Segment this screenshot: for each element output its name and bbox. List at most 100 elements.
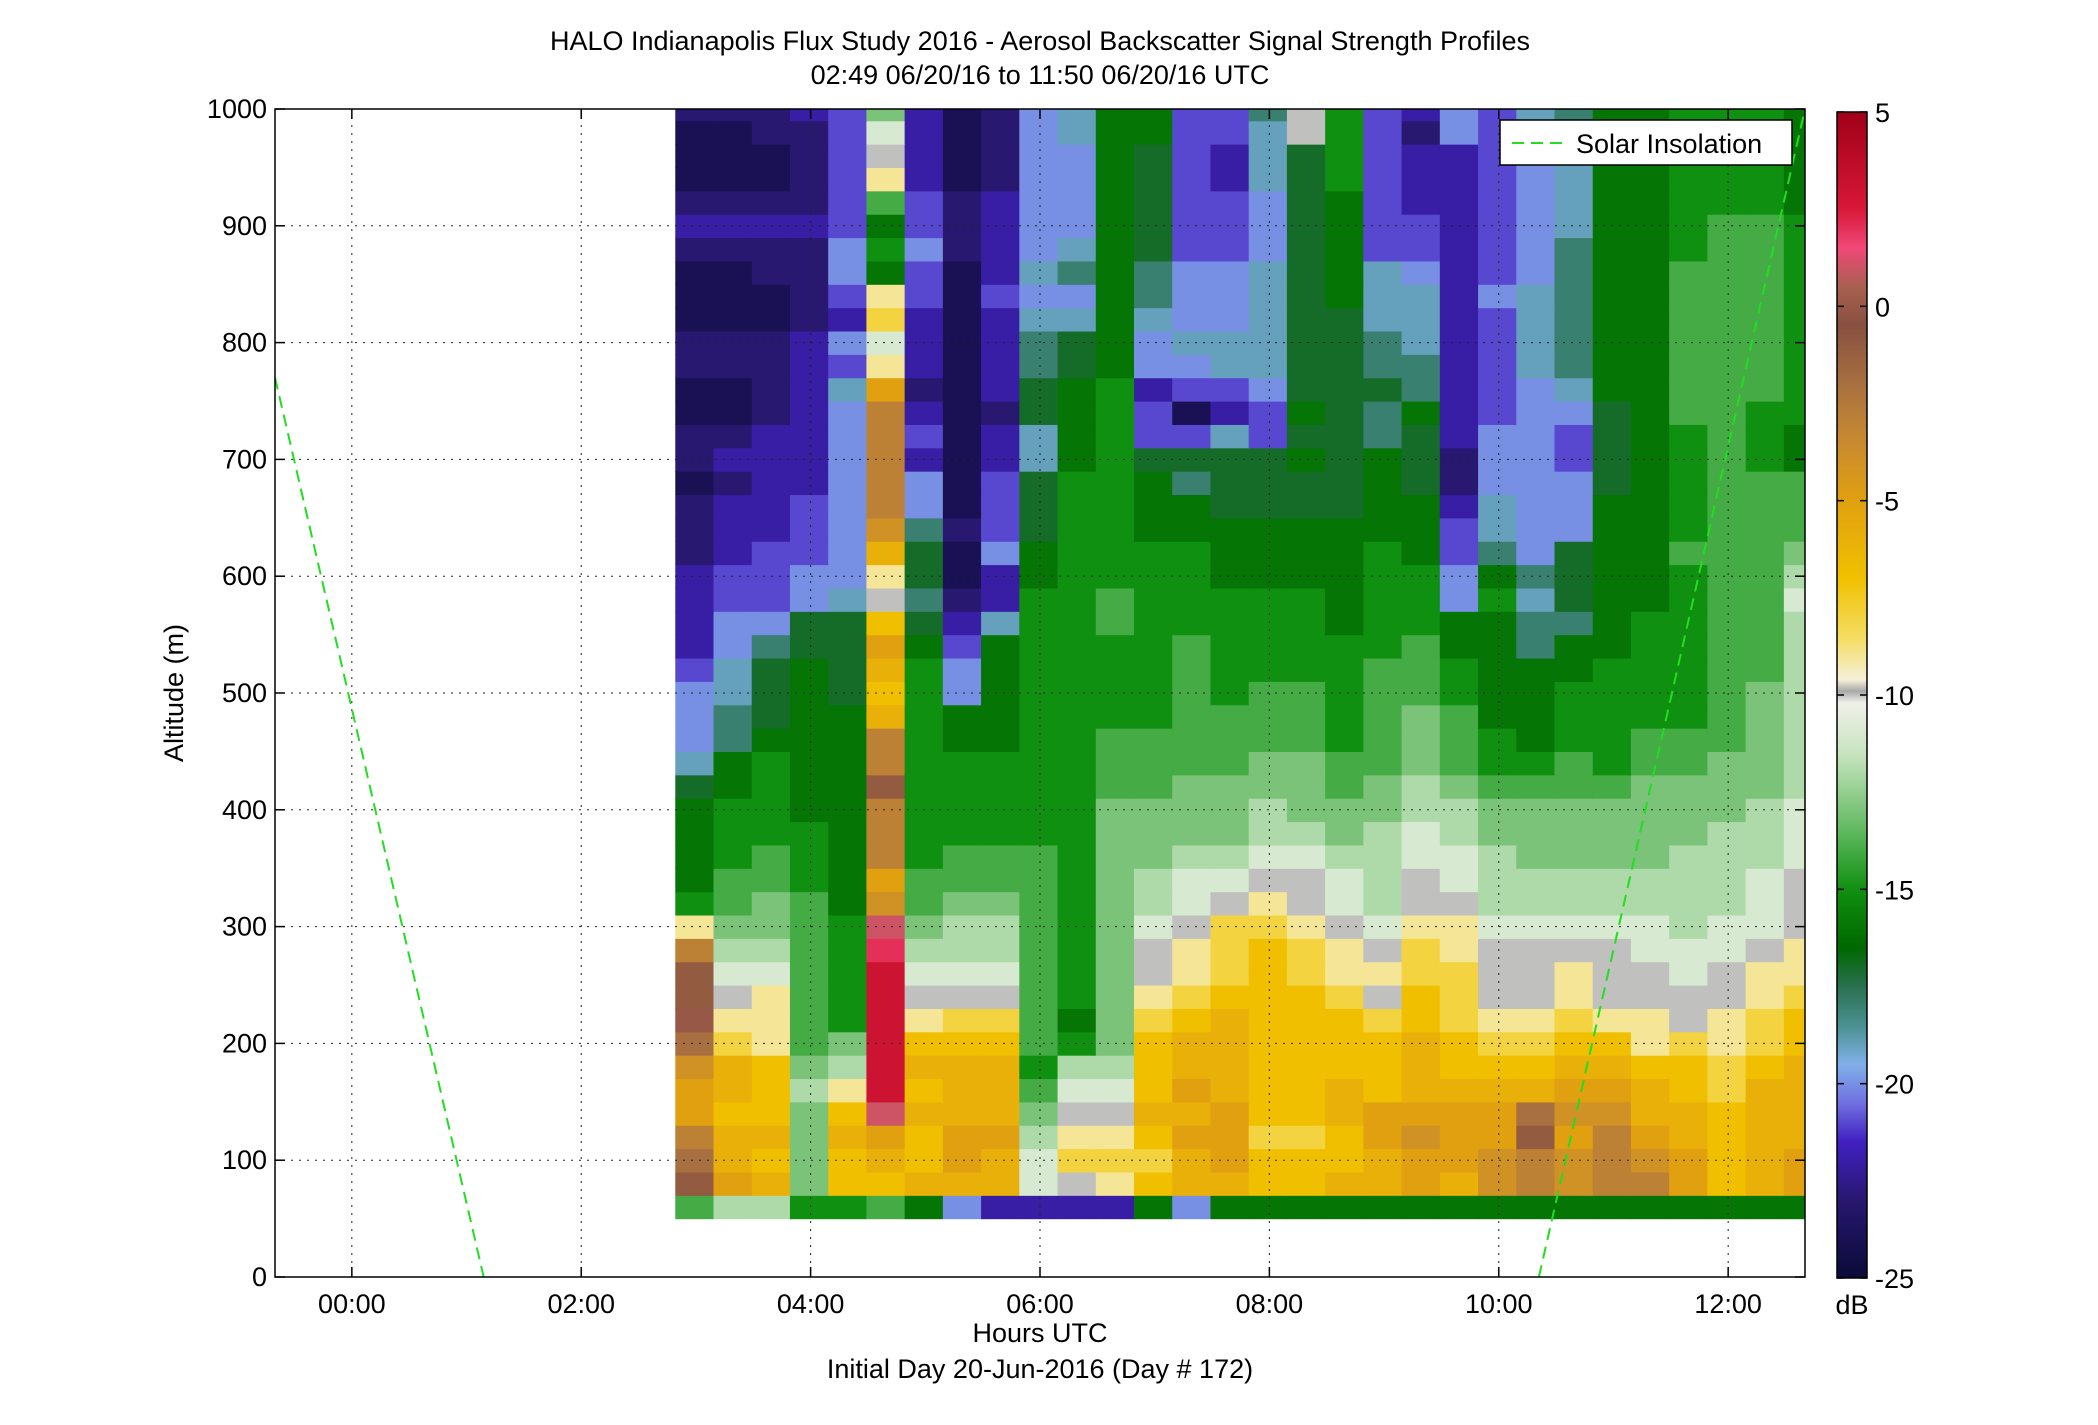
heatmap-cell [1630, 657, 1670, 682]
y-tick-label: 1000 [207, 94, 267, 124]
heatmap-cell [1095, 704, 1135, 729]
heatmap-cell [904, 494, 944, 519]
heatmap-cell [942, 891, 982, 916]
heatmap-cell [1707, 985, 1747, 1009]
heatmap-cell [1325, 985, 1364, 1009]
heatmap-cell [1095, 354, 1135, 379]
heatmap-cell [751, 541, 791, 566]
heatmap-cell [1286, 517, 1326, 542]
heatmap-cell [675, 120, 715, 145]
heatmap-cell [1554, 1078, 1594, 1103]
heatmap-cell [1783, 354, 1805, 379]
heatmap-cell [1783, 447, 1805, 472]
heatmap-cell [1592, 1171, 1632, 1196]
heatmap-cell [675, 1078, 715, 1103]
heatmap-cell [1363, 167, 1403, 192]
heatmap-cell [1210, 681, 1250, 706]
heatmap-cell [1783, 634, 1805, 659]
heatmap-cell [1019, 494, 1059, 519]
heatmap-cell [1057, 109, 1097, 122]
heatmap-cell [1210, 1125, 1250, 1150]
heatmap-cell [1592, 1101, 1632, 1126]
heatmap-cell [1478, 961, 1517, 986]
heatmap-cell [713, 1171, 753, 1196]
heatmap-cell [1478, 330, 1517, 355]
heatmap-cell [942, 377, 982, 402]
heatmap-cell [981, 109, 1020, 122]
heatmap-cell [1210, 587, 1250, 612]
heatmap-cell [981, 144, 1020, 168]
heatmap-cell [904, 657, 944, 682]
heatmap-cell [1592, 167, 1632, 192]
colorbar-tick-label: -5 [1875, 487, 1899, 517]
heatmap-cell [828, 167, 868, 192]
heatmap-cell [1516, 1148, 1556, 1173]
heatmap-cell [789, 190, 829, 215]
heatmap-cell [1210, 1195, 1250, 1220]
heatmap-cell [1745, 587, 1785, 612]
heatmap-cell [1745, 1031, 1785, 1056]
heatmap-cell [1363, 541, 1403, 566]
heatmap-cell [1478, 541, 1517, 566]
heatmap-cell [1057, 657, 1097, 682]
heatmap-cell [1478, 634, 1517, 659]
heatmap-cell [1516, 1031, 1556, 1056]
heatmap-cell [1630, 237, 1670, 262]
heatmap-cell [942, 914, 982, 939]
heatmap-cell [1286, 214, 1326, 239]
heatmap-cell [828, 1031, 868, 1056]
heatmap-cell [942, 657, 982, 682]
heatmap-cell [1745, 109, 1785, 122]
heatmap-cell [828, 1008, 868, 1033]
heatmap-cell [713, 471, 753, 496]
heatmap-cell [1019, 517, 1059, 542]
heatmap-cell [1783, 167, 1805, 192]
heatmap-cell [1516, 938, 1556, 963]
heatmap-cell [1669, 844, 1709, 869]
heatmap-cell [1516, 611, 1556, 636]
heatmap-cell [1554, 377, 1594, 402]
heatmap-cell [1554, 167, 1594, 192]
heatmap-cell [713, 120, 753, 145]
heatmap-cell [942, 868, 982, 893]
heatmap-cell [828, 961, 868, 986]
heatmap-cell [1134, 190, 1173, 215]
heatmap-cell [1248, 1125, 1288, 1150]
heatmap-cell [1134, 657, 1173, 682]
heatmap-cell [789, 237, 829, 262]
heatmap-cell [1592, 541, 1632, 566]
heatmap-cell [1134, 1008, 1173, 1033]
heatmap-cell [1363, 260, 1403, 285]
heatmap-cell [1516, 681, 1556, 706]
heatmap-cell [942, 330, 982, 355]
heatmap-cell [1630, 611, 1670, 636]
heatmap-cell [1516, 284, 1556, 309]
heatmap-cell [942, 611, 982, 636]
heatmap-cell [942, 109, 982, 122]
heatmap-cell [713, 657, 753, 682]
heatmap-cell [1019, 891, 1059, 916]
heatmap-cell [1745, 447, 1785, 472]
heatmap-cell [1325, 1078, 1364, 1103]
heatmap-cell [904, 1195, 944, 1220]
heatmap-cell [1019, 541, 1059, 566]
heatmap-cell [675, 657, 715, 682]
heatmap-cell [675, 681, 715, 706]
heatmap-cell [789, 891, 829, 916]
heatmap-cell [1286, 260, 1326, 285]
x-axis: 00:00 02:00 04:00 06:00 08:00 10:00 12:00 [318, 109, 1762, 1319]
heatmap-cell [1210, 541, 1250, 566]
heatmap-cell [1401, 1008, 1441, 1033]
heatmap-cell [1325, 961, 1364, 986]
heatmap-cell [981, 704, 1020, 729]
heatmap-cell [675, 237, 715, 262]
heatmap-cell [1095, 167, 1135, 192]
heatmap-cell [1095, 1125, 1135, 1150]
heatmap-cell [1630, 517, 1670, 542]
heatmap-cell [789, 517, 829, 542]
heatmap-cell [1439, 109, 1479, 122]
heatmap-cell [1363, 237, 1403, 262]
y-tick-label: 0 [252, 1262, 267, 1292]
heatmap-cell [1057, 891, 1097, 916]
heatmap-cell [1248, 611, 1288, 636]
